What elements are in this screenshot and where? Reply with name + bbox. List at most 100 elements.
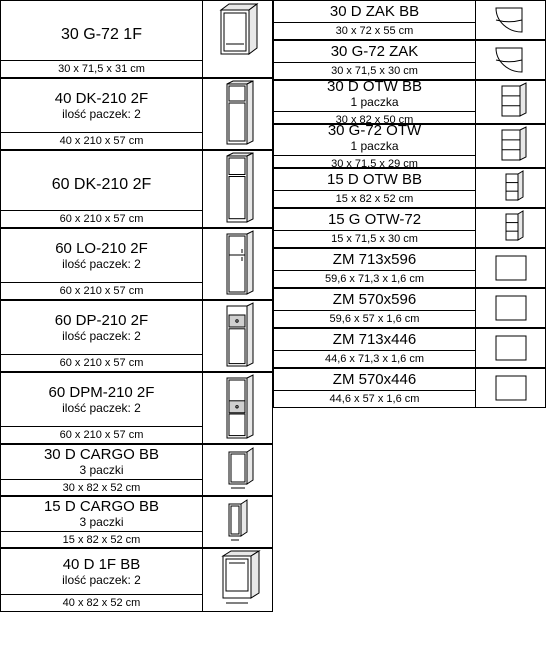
product-name: ZM 713x596 [274, 249, 475, 269]
catalog-row: ZM 570x44644,6 x 57 x 1,6 cm [273, 368, 546, 408]
info-cell: ZM 713x44644,6 x 71,3 x 1,6 cm [273, 328, 476, 368]
info-cell: 30 D ZAK BB30 x 72 x 55 cm [273, 0, 476, 40]
catalog-row: ZM 713x44644,6 x 71,3 x 1,6 cm [273, 328, 546, 368]
info-cell: ZM 570x59659,6 x 57 x 1,6 cm [273, 288, 476, 328]
column-right: 30 D ZAK BB30 x 72 x 55 cm30 G-72 ZAK30 … [273, 0, 546, 408]
product-icon [203, 548, 273, 612]
product-dimensions: 44,6 x 71,3 x 1,6 cm [274, 350, 475, 367]
product-dimensions: 60 x 210 x 57 cm [1, 210, 202, 227]
product-name: 40 DK-210 2F [1, 88, 202, 108]
catalog: 30 G-72 1F30 x 71,5 x 31 cm40 DK-210 2Fi… [0, 0, 546, 612]
catalog-row: ZM 570x59659,6 x 57 x 1,6 cm [273, 288, 546, 328]
product-name: 15 D OTW BB [274, 169, 475, 189]
info-cell: 30 G-72 OTW1 paczka30 x 71,5 x 29 cm [273, 124, 476, 168]
product-icon [476, 248, 546, 288]
product-icon [476, 80, 546, 124]
product-dimensions: 15 x 71,5 x 30 cm [274, 230, 475, 247]
product-name: 40 D 1F BB [1, 554, 202, 574]
info-cell: 40 D 1F BBilość paczek: 2 40 x 82 x 52 cm [0, 548, 203, 612]
product-name: 30 G-72 ZAK [274, 41, 475, 61]
info-cell: 15 D OTW BB15 x 82 x 52 cm [273, 168, 476, 208]
product-icon [203, 444, 273, 496]
product-icon [476, 124, 546, 168]
product-subtitle: 1 paczka [348, 140, 400, 155]
product-name: 60 DK-210 2F [1, 166, 202, 195]
product-subtitle: ilość paczek: 2 [60, 258, 143, 273]
product-name: 30 G-72 OTW [274, 120, 475, 140]
product-icon [203, 0, 273, 78]
product-subtitle: ilość paczek: 2 [60, 330, 143, 345]
product-icon [476, 168, 546, 208]
catalog-row: 60 DPM-210 2Filość paczek: 2 60 x 210 x 5… [0, 372, 273, 444]
product-icon [203, 228, 273, 300]
product-subtitle: 3 paczki [77, 464, 125, 479]
column-left: 30 G-72 1F30 x 71,5 x 31 cm40 DK-210 2Fi… [0, 0, 273, 612]
info-cell: 60 DPM-210 2Filość paczek: 2 60 x 210 x 5… [0, 372, 203, 444]
product-icon [203, 150, 273, 228]
product-name: 30 D CARGO BB [1, 444, 202, 464]
catalog-row: 15 G OTW-7215 x 71,5 x 30 cm [273, 208, 546, 248]
product-subtitle: 1 paczka [348, 96, 400, 111]
product-dimensions: 59,6 x 71,3 x 1,6 cm [274, 270, 475, 287]
product-name: ZM 570x596 [274, 289, 475, 309]
product-subtitle: 3 paczki [77, 516, 125, 531]
product-name: 60 DPM-210 2F [1, 382, 202, 402]
info-cell: 15 D CARGO BB3 paczki15 x 82 x 52 cm [0, 496, 203, 548]
catalog-row: 40 DK-210 2Filość paczek: 2 40 x 210 x 57… [0, 78, 273, 150]
product-icon [476, 328, 546, 368]
catalog-row: 60 LO-210 2Filość paczek: 2 60 x 210 x 57… [0, 228, 273, 300]
info-cell: 60 LO-210 2Filość paczek: 2 60 x 210 x 57… [0, 228, 203, 300]
product-dimensions: 40 x 210 x 57 cm [1, 132, 202, 149]
product-dimensions: 60 x 210 x 57 cm [1, 354, 202, 371]
info-cell: 30 D OTW BB1 paczka30 x 82 x 50 cm [273, 80, 476, 124]
product-subtitle: ilość paczek: 2 [60, 402, 143, 417]
product-name: 30 G-72 1F [1, 16, 202, 45]
product-dimensions: 59,6 x 57 x 1,6 cm [274, 310, 475, 327]
product-name: ZM 570x446 [274, 369, 475, 389]
catalog-row: 30 G-72 1F 30 x 71,5 x 31 cm [0, 0, 273, 78]
product-dimensions: 44,6 x 57 x 1,6 cm [274, 390, 475, 407]
product-icon [476, 40, 546, 80]
info-cell: 15 G OTW-7215 x 71,5 x 30 cm [273, 208, 476, 248]
info-cell: ZM 713x59659,6 x 71,3 x 1,6 cm [273, 248, 476, 288]
info-cell: 40 DK-210 2Filość paczek: 2 40 x 210 x 57… [0, 78, 203, 150]
product-dimensions: 15 x 82 x 52 cm [1, 531, 202, 548]
product-name: 15 D CARGO BB [1, 496, 202, 516]
catalog-row: 30 G-72 ZAK30 x 71,5 x 30 cm [273, 40, 546, 80]
info-cell: 30 G-72 ZAK30 x 71,5 x 30 cm [273, 40, 476, 80]
product-dimensions: 60 x 210 x 57 cm [1, 282, 202, 299]
catalog-row: 30 G-72 OTW1 paczka30 x 71,5 x 29 cm [273, 124, 546, 168]
catalog-row: 60 DK-210 2F 60 x 210 x 57 cm [0, 150, 273, 228]
product-icon [476, 208, 546, 248]
product-icon [203, 300, 273, 372]
product-name: ZM 713x446 [274, 329, 475, 349]
product-dimensions: 30 x 72 x 55 cm [274, 22, 475, 39]
product-icon [476, 288, 546, 328]
product-dimensions: 30 x 71,5 x 31 cm [1, 60, 202, 77]
product-icon [476, 368, 546, 408]
product-name: 60 LO-210 2F [1, 238, 202, 258]
catalog-row: 40 D 1F BBilość paczek: 2 40 x 82 x 52 cm [0, 548, 273, 612]
catalog-row: 30 D OTW BB1 paczka30 x 82 x 50 cm [273, 80, 546, 124]
product-icon [203, 496, 273, 548]
product-subtitle: ilość paczek: 2 [60, 574, 143, 589]
product-icon [203, 78, 273, 150]
product-icon [203, 372, 273, 444]
product-name: 15 G OTW-72 [274, 209, 475, 229]
catalog-row: 30 D CARGO BB3 paczki30 x 82 x 52 cm [0, 444, 273, 496]
info-cell: 60 DK-210 2F 60 x 210 x 57 cm [0, 150, 203, 228]
catalog-row: 60 DP-210 2Filość paczek: 2 60 x 210 x 57… [0, 300, 273, 372]
info-cell: 30 G-72 1F 30 x 71,5 x 31 cm [0, 0, 203, 78]
catalog-row: 30 D ZAK BB30 x 72 x 55 cm [273, 0, 546, 40]
product-name: 30 D ZAK BB [274, 1, 475, 21]
product-dimensions: 60 x 210 x 57 cm [1, 426, 202, 443]
info-cell: 60 DP-210 2Filość paczek: 2 60 x 210 x 57… [0, 300, 203, 372]
info-cell: 30 D CARGO BB3 paczki30 x 82 x 52 cm [0, 444, 203, 496]
product-dimensions: 15 x 82 x 52 cm [274, 190, 475, 207]
product-subtitle: ilość paczek: 2 [60, 108, 143, 123]
info-cell: ZM 570x44644,6 x 57 x 1,6 cm [273, 368, 476, 408]
product-name: 30 D OTW BB [274, 76, 475, 96]
product-dimensions: 40 x 82 x 52 cm [1, 594, 202, 611]
product-icon [476, 0, 546, 40]
product-name: 60 DP-210 2F [1, 310, 202, 330]
